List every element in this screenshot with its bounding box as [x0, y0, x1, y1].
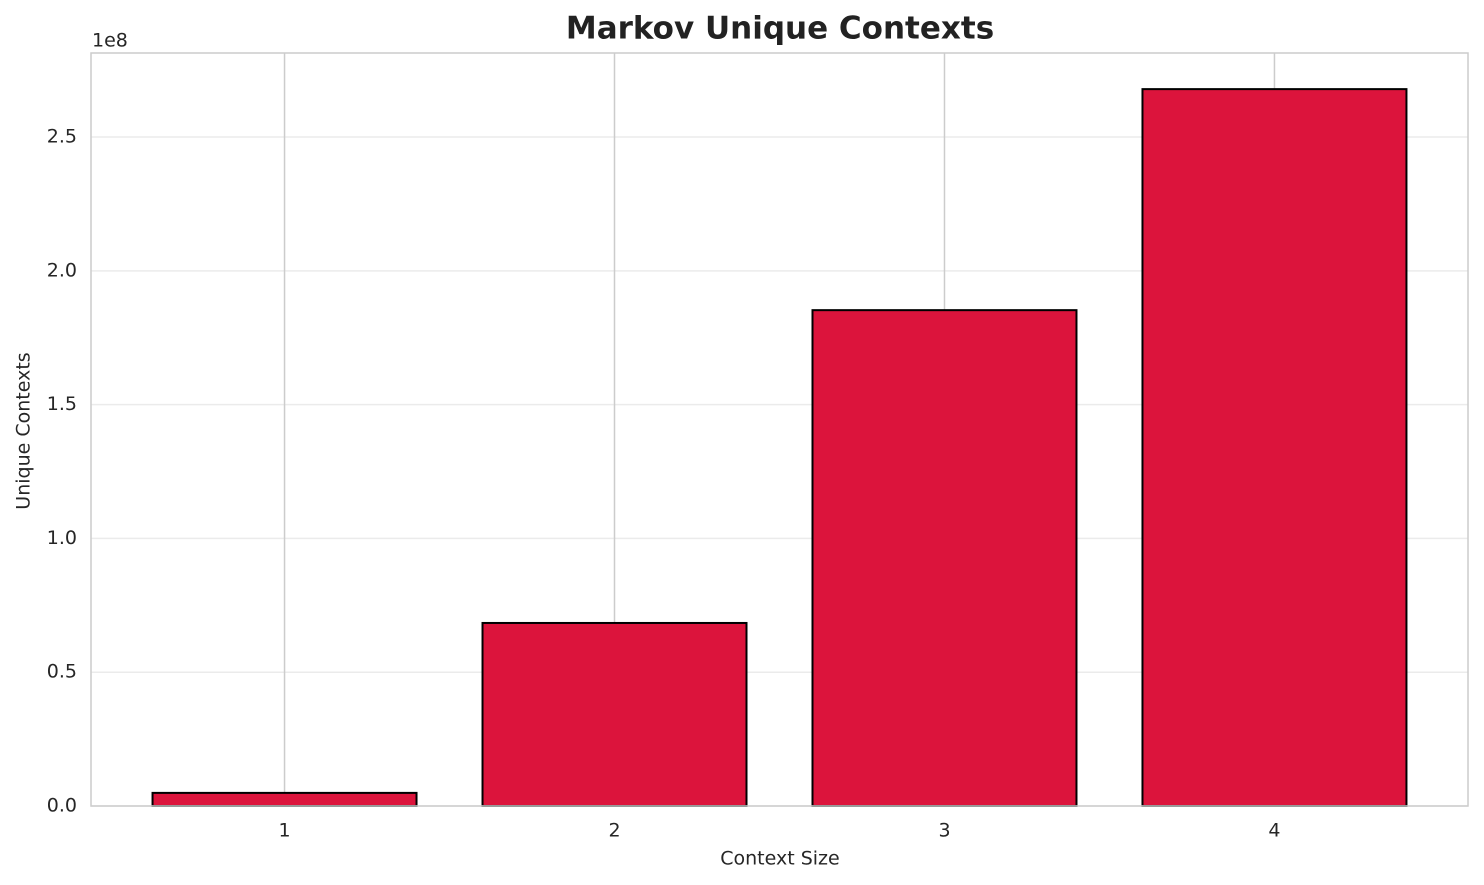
y-tick-label: 2.5 [47, 126, 77, 148]
x-axis-label: Context Size [720, 848, 839, 870]
x-tick-label: 4 [1268, 820, 1280, 842]
x-tick-label: 3 [938, 820, 950, 842]
y-tick-label: 2.0 [47, 259, 77, 281]
bar [811, 309, 1078, 807]
y-tick-label: 0.0 [47, 795, 77, 817]
plot-frame [90, 52, 1469, 807]
y-tick-label: 0.5 [47, 661, 77, 683]
bar [151, 791, 418, 808]
x-tick-label: 1 [278, 820, 290, 842]
y-axis-label: Unique Contexts [13, 352, 35, 509]
bar [1141, 88, 1408, 807]
chart-title: Markov Unique Contexts [566, 11, 994, 47]
y-tick-label: 1.0 [47, 527, 77, 549]
y-tick-label: 1.5 [47, 393, 77, 415]
bar [481, 621, 748, 807]
y-offset-label: 1e8 [92, 30, 128, 52]
x-tick-label: 2 [608, 820, 620, 842]
